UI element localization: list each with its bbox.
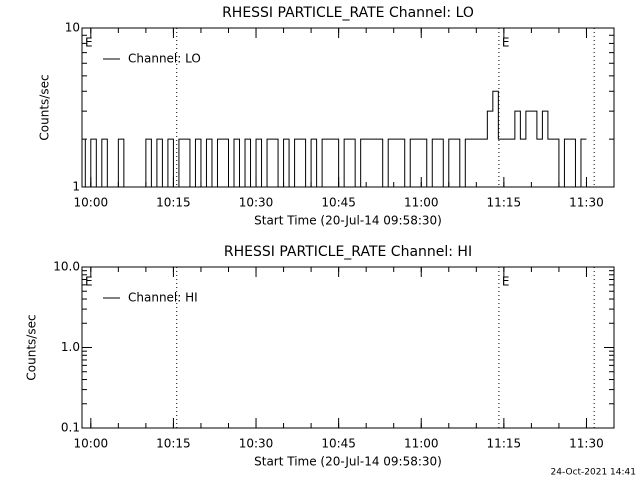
event-label: E bbox=[85, 36, 93, 50]
x-tick-label: 10:15 bbox=[156, 437, 191, 451]
x-tick-label: 11:00 bbox=[404, 196, 439, 210]
event-label: E bbox=[502, 36, 510, 50]
y-axis-label: Counts/sec bbox=[25, 314, 39, 380]
chart-title: RHESSI PARTICLE_RATE Channel: HI bbox=[224, 244, 472, 260]
x-axis-label: Start Time (20-Jul-14 09:58:30) bbox=[254, 214, 442, 228]
x-tick-label: 10:00 bbox=[74, 196, 109, 210]
y-axis-label: Counts/sec bbox=[38, 74, 52, 140]
x-tick-label: 10:30 bbox=[239, 196, 274, 210]
x-tick-label: 10:15 bbox=[156, 196, 191, 210]
x-axis-label: Start Time (20-Jul-14 09:58:30) bbox=[254, 455, 442, 469]
x-tick-label: 11:30 bbox=[569, 196, 604, 210]
x-tick-label: 10:00 bbox=[74, 437, 109, 451]
y-tick-label: 1.0 bbox=[61, 340, 80, 354]
y-tick-label: 10 bbox=[65, 21, 80, 35]
footer-date: 24-Oct-2021 14:41 bbox=[551, 468, 636, 478]
data-line bbox=[84, 90, 587, 188]
chart-title: RHESSI PARTICLE_RATE Channel: LO bbox=[222, 5, 474, 21]
x-tick-label: 10:45 bbox=[321, 437, 356, 451]
plot-frame bbox=[81, 27, 615, 188]
x-tick-label: 11:15 bbox=[487, 196, 522, 210]
legend-label: Channel: HI bbox=[128, 291, 198, 305]
x-tick-label: 11:30 bbox=[569, 437, 604, 451]
x-tick-label: 10:45 bbox=[321, 196, 356, 210]
event-label: E bbox=[502, 275, 510, 289]
y-tick-label: 10.0 bbox=[53, 260, 80, 274]
y-tick-label: 0.1 bbox=[61, 421, 80, 435]
event-label: E bbox=[85, 275, 93, 289]
legend-label: Channel: LO bbox=[128, 52, 201, 66]
x-tick-label: 10:30 bbox=[239, 437, 274, 451]
y-tick-label: 1 bbox=[72, 180, 80, 194]
x-tick-label: 11:15 bbox=[487, 437, 522, 451]
x-tick-label: 11:00 bbox=[404, 437, 439, 451]
